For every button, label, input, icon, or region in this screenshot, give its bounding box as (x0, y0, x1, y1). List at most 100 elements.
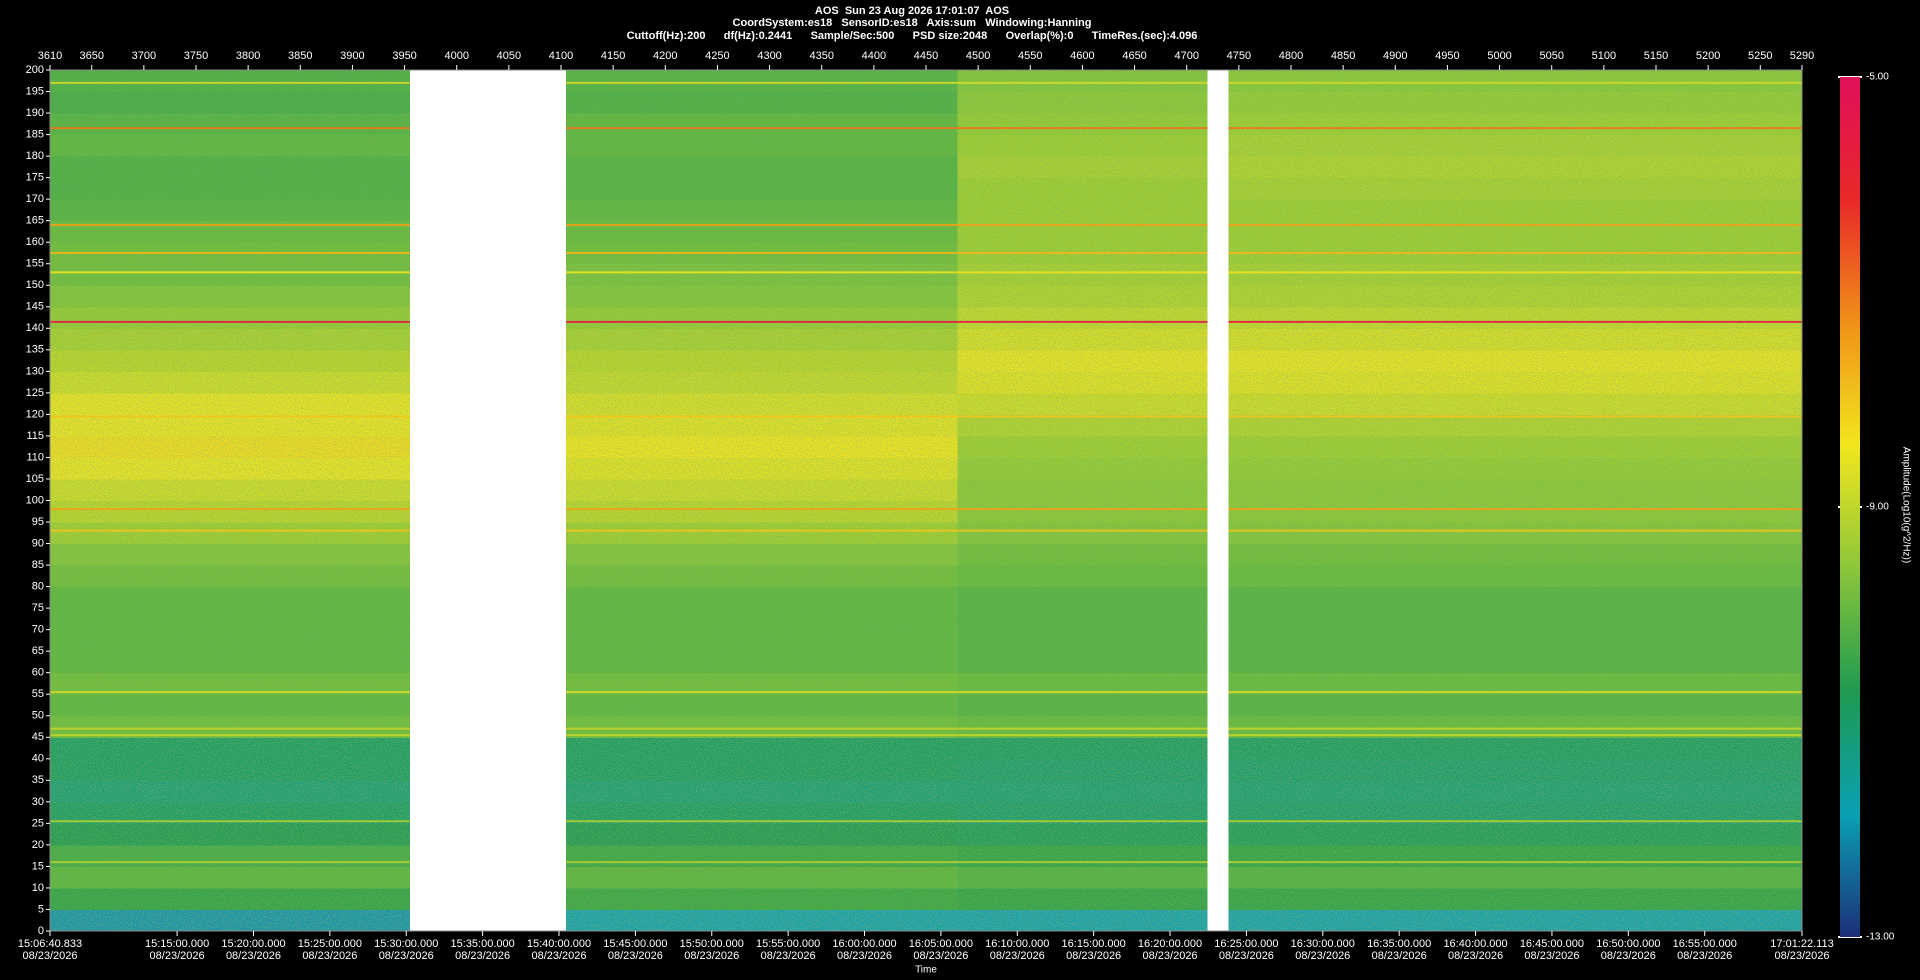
x2-tick-date: 08/23/2026 (22, 950, 77, 962)
heatmap-cell (1228, 220, 1802, 243)
heatmap-cell (957, 306, 1208, 329)
x2-tick-label: 15:40:00.000 (527, 938, 591, 950)
heatmap-cell (566, 651, 958, 674)
heatmap-cell (50, 909, 410, 932)
x-tick-label: 4000 (444, 50, 468, 62)
y-tick-label: 65 (32, 645, 44, 657)
x2-tick-date: 08/23/2026 (837, 950, 892, 962)
x2-tick-date: 08/23/2026 (531, 950, 586, 962)
y-tick-label: 195 (26, 85, 44, 97)
heatmap-cell (50, 866, 410, 889)
heatmap-cell (50, 285, 410, 308)
heatmap-cell (566, 715, 958, 738)
heatmap-cell (957, 285, 1208, 308)
y-tick-label: 30 (32, 796, 44, 808)
x-tick-label: 4700 (1174, 50, 1198, 62)
heatmap-cell (1228, 694, 1802, 717)
heatmap-cell (566, 177, 958, 200)
y-tick-label: 25 (32, 817, 44, 829)
heatmap-cell (566, 629, 958, 652)
heatmap-cell (1228, 758, 1802, 781)
heatmap-cell (957, 801, 1208, 824)
heatmap-cell (957, 758, 1208, 781)
heatmap-cell (50, 629, 410, 652)
x2-tick-date: 08/23/2026 (1219, 950, 1274, 962)
heatmap-cell (957, 199, 1208, 222)
heatmap-cell (1228, 199, 1802, 222)
chart-info: Cuttoff(Hz):200 df(Hz):0.2441 Sample/Sec… (627, 30, 1198, 42)
heatmap-cell (1228, 672, 1802, 695)
heatmap-cell (1228, 91, 1802, 114)
heatmap-cell (566, 909, 958, 932)
heatmap-cell (957, 457, 1208, 480)
heatmap-cell (566, 113, 958, 136)
heatmap-cell (1228, 844, 1802, 867)
heatmap-cell (957, 349, 1208, 372)
heatmap-cell (957, 651, 1208, 674)
heatmap-cell (1228, 586, 1802, 609)
heatmap-cell (1228, 134, 1802, 157)
tone-lines (50, 81, 1802, 864)
y-tick-label: 165 (26, 215, 44, 227)
heatmap-cell (50, 522, 410, 545)
heatmap-cell (566, 199, 958, 222)
heatmap-cell (957, 737, 1208, 760)
x2-tick-label: 15:20:00.000 (221, 938, 285, 950)
heatmap-cell (50, 113, 410, 136)
heatmap-cell (50, 371, 410, 394)
axes: 3610 3650 3700 3750 3800 3850 3900 3950 4000 4050… (18, 50, 1895, 962)
x2-tick-label: 15:55:00.000 (756, 938, 820, 950)
heatmap-cell (957, 866, 1208, 889)
y-tick-label: 20 (32, 839, 44, 851)
x-tick-label: 5100 (1592, 50, 1616, 62)
heatmap-cell (50, 737, 410, 760)
heatmap-cell (957, 500, 1208, 523)
x-tick-label: 3700 (132, 50, 156, 62)
heatmap-cell (566, 801, 958, 824)
x-tick-label: 4500 (966, 50, 990, 62)
heatmap-cell (566, 349, 958, 372)
x-tick-label: 4200 (653, 50, 677, 62)
x2-tick-label: 16:55:00.000 (1673, 938, 1737, 950)
x2-tick-date: 08/23/2026 (913, 950, 968, 962)
x2-tick-date: 08/23/2026 (379, 950, 434, 962)
heatmap-cell (50, 651, 410, 674)
x-tick-label: 5290 (1790, 50, 1814, 62)
y-tick-label: 150 (26, 279, 44, 291)
heatmap-cell (957, 328, 1208, 351)
heatmap-cell (566, 457, 958, 480)
heatmap-cell (1228, 522, 1802, 545)
heatmap-cell (50, 457, 410, 480)
x2-tick-label: 15:50:00.000 (680, 938, 744, 950)
heatmap-cell (957, 823, 1208, 846)
y-tick-label: 130 (26, 365, 44, 377)
x-tick-label: 3950 (392, 50, 416, 62)
heatmap-cell (1228, 823, 1802, 846)
heatmap-cell (1228, 349, 1802, 372)
x-tick-label: 4750 (1227, 50, 1251, 62)
x-tick-label: 3850 (288, 50, 312, 62)
heatmap-cell (957, 220, 1208, 243)
x2-tick-date: 08/23/2026 (1295, 950, 1350, 962)
x2-tick-label: 16:50:00.000 (1596, 938, 1660, 950)
colorbar-tick-label: -9.00 (1866, 502, 1889, 513)
heatmap-cell (50, 478, 410, 501)
heatmap-cell (566, 156, 958, 179)
heatmap-cell (50, 435, 410, 458)
y-tick-label: 125 (26, 387, 44, 399)
heatmap-cell (50, 887, 410, 910)
heatmap-cell (1228, 500, 1802, 523)
heatmap-cell (50, 694, 410, 717)
y-tick-label: 90 (32, 537, 44, 549)
x-tick-label: 4550 (1018, 50, 1042, 62)
x-tick-label: 3650 (79, 50, 103, 62)
heatmap-cell (957, 371, 1208, 394)
x-tick-label: 4450 (914, 50, 938, 62)
heatmap-cell (957, 694, 1208, 717)
heatmap-cell (1228, 565, 1802, 588)
heatmap-cell (957, 629, 1208, 652)
heatmap-cell (1228, 414, 1802, 437)
heatmap-cell (566, 565, 958, 588)
y-tick-label: 180 (26, 150, 44, 162)
heatmap-cell (566, 328, 958, 351)
